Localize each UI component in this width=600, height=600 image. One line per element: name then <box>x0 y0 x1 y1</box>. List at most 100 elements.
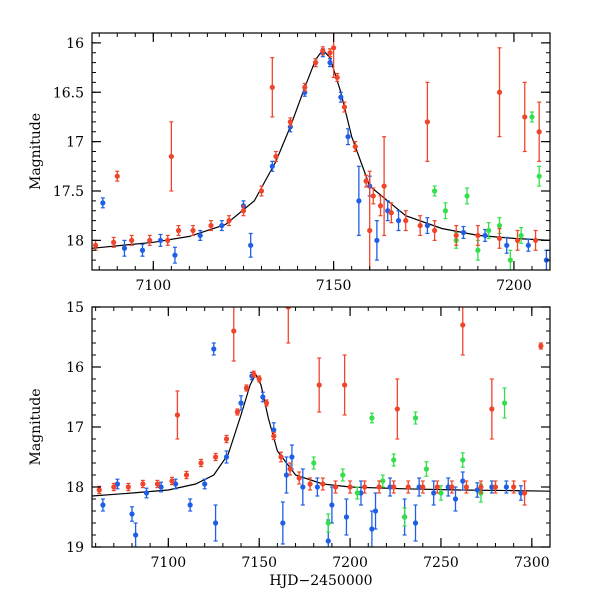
data-point-blue <box>345 134 351 140</box>
data-point-blue <box>271 427 277 433</box>
data-point-blue <box>211 346 217 352</box>
data-point-red <box>183 472 190 478</box>
model-curve <box>92 48 550 249</box>
data-point-green <box>391 457 397 463</box>
data-point-red <box>347 484 353 490</box>
data-point-red <box>114 173 120 179</box>
data-point-blue <box>202 481 208 487</box>
data-point-red <box>424 119 430 125</box>
data-point-blue <box>525 242 531 248</box>
data-point-red <box>147 237 153 243</box>
data-point-green <box>340 472 346 478</box>
data-point-red <box>453 232 459 239</box>
x-tick-label: 7200 <box>496 278 532 294</box>
bottom-panel: 7100 7150 7200 7250 7300 15 16 17 18 19 Magnitude H… <box>28 300 551 589</box>
data-point-blue <box>504 242 510 248</box>
data-point-green <box>402 514 408 520</box>
data-point-green <box>325 520 331 526</box>
data-point-blue <box>474 487 480 493</box>
data-point-red <box>111 239 117 245</box>
data-point-blue <box>329 502 335 508</box>
data-point-red <box>367 227 373 234</box>
data-point-blue <box>518 490 524 496</box>
data-point-red <box>496 89 503 95</box>
data-point-red <box>269 84 275 90</box>
data-point-blue <box>387 484 393 490</box>
data-point-red <box>278 454 284 460</box>
data-point-red <box>417 222 423 229</box>
series-green <box>311 387 508 533</box>
data-point-green <box>423 466 430 472</box>
data-point-blue <box>325 538 331 544</box>
data-point-blue <box>158 484 164 490</box>
series-red <box>96 307 544 506</box>
data-point-red <box>96 487 102 493</box>
y-axis-title: Magnitude <box>28 113 44 190</box>
data-point-red <box>169 478 175 484</box>
data-point-blue <box>248 242 254 248</box>
data-point-green <box>380 478 386 484</box>
data-point-blue <box>100 502 106 508</box>
data-point-blue <box>424 222 430 229</box>
data-point-red <box>273 153 279 160</box>
data-point-blue <box>139 247 146 253</box>
data-point-red <box>420 484 426 490</box>
data-point-red <box>231 328 237 334</box>
data-point-green <box>311 460 317 466</box>
data-point-red <box>111 484 117 490</box>
data-point-green <box>536 173 542 179</box>
data-point-blue <box>369 526 375 532</box>
data-point-blue <box>343 514 350 520</box>
data-point-red <box>332 484 339 490</box>
data-point-red <box>175 227 182 234</box>
x-tick-label: 7150 <box>241 555 277 571</box>
y-tick-label: 17 <box>66 420 84 436</box>
data-point-red <box>381 183 387 189</box>
data-point-red <box>489 406 495 412</box>
data-point-red <box>496 235 503 241</box>
data-point-red <box>240 208 247 214</box>
data-point-green <box>354 490 360 496</box>
model-curve <box>92 372 550 497</box>
data-point-red <box>403 218 409 224</box>
data-point-blue <box>412 520 419 526</box>
y-tick-label: 19 <box>66 540 84 556</box>
x-tick-label: 7150 <box>316 278 352 294</box>
data-point-blue <box>395 218 402 224</box>
data-point-blue <box>460 229 467 236</box>
data-point-red <box>212 454 219 460</box>
data-point-red <box>463 484 469 490</box>
data-point-blue <box>338 94 344 100</box>
data-point-red <box>342 382 348 388</box>
data-point-blue <box>197 232 203 239</box>
data-point-blue <box>356 198 362 204</box>
data-point-blue <box>503 484 509 490</box>
data-point-red <box>226 218 232 224</box>
y-tick-label: 18 <box>66 233 84 249</box>
top-panel: 7100 7150 7200 16 16.5 17 17.5 18 Magnitude <box>28 32 551 294</box>
data-point-red <box>125 484 131 490</box>
data-point-red <box>263 400 270 406</box>
data-point-green <box>529 114 535 120</box>
data-point-red <box>391 484 397 490</box>
data-point-red <box>208 222 214 229</box>
data-point-red <box>154 481 161 487</box>
data-point-blue <box>327 60 333 66</box>
data-point-blue <box>445 484 451 490</box>
data-point-green <box>507 257 513 263</box>
data-point-blue <box>358 490 364 496</box>
x-tick-label: 7100 <box>151 555 187 571</box>
y-tick-label: 16 <box>66 360 84 376</box>
data-point-green <box>460 457 466 463</box>
data-point-blue <box>121 245 128 251</box>
data-point-green <box>412 415 419 421</box>
data-point-blue <box>260 394 266 400</box>
data-point-red <box>316 382 322 388</box>
data-point-blue <box>280 520 286 526</box>
y-tick-label: 15 <box>66 300 84 316</box>
data-point-red <box>320 481 326 487</box>
data-point-red <box>405 484 411 490</box>
data-point-blue <box>114 481 121 487</box>
data-point-red <box>514 237 521 243</box>
data-point-blue <box>372 508 379 514</box>
